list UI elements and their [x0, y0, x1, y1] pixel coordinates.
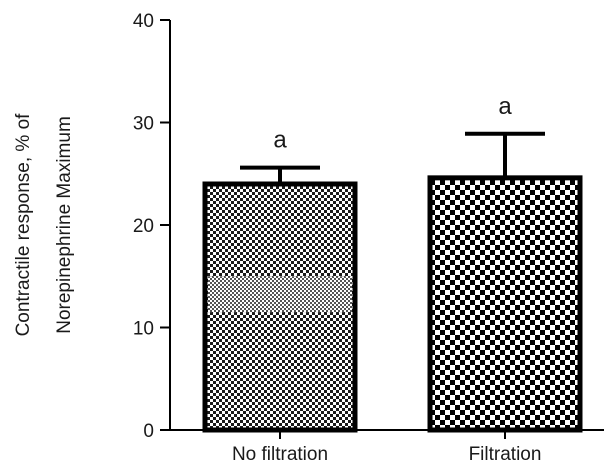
- bars: aa: [202, 93, 583, 433]
- y-tick-label: 40: [133, 11, 154, 32]
- y-tick-label: 10: [133, 319, 154, 340]
- y-axis-label-line-1: Contractile response, % of: [13, 113, 34, 337]
- y-tick-label: 30: [133, 114, 154, 135]
- x-axis: No filtration Filtration: [170, 429, 604, 463]
- y-tick-label: 0: [143, 421, 154, 442]
- bar: [427, 175, 583, 433]
- y-axis-label-line-2: Norepinephrine Maximum: [54, 116, 75, 334]
- x-tick-label: Filtration: [469, 444, 542, 463]
- significance-label: a: [273, 127, 287, 154]
- x-tick-label: No filtration: [232, 444, 328, 463]
- bar-shade-band: [208, 276, 352, 313]
- significance-label: a: [498, 93, 512, 120]
- y-tick-label: 20: [133, 216, 154, 237]
- y-axis: 0 10 20 30 40: [133, 11, 171, 442]
